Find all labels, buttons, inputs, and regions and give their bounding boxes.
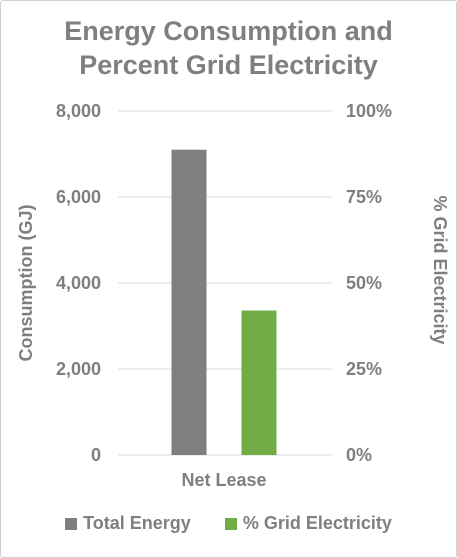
right-axis-ticks: 0% 25% 50% 75% 100% [346, 101, 392, 465]
y-axis-right-tick-label: 100% [346, 101, 392, 121]
bar-total-energy [171, 149, 207, 455]
chart-title-line-2: Percent Grid Electricity [79, 50, 378, 80]
y-axis-left-tick-label: 0 [91, 445, 101, 465]
y-axis-left-title: Consumption (GJ) [16, 205, 36, 362]
legend-label-total-energy: Total Energy [83, 513, 191, 533]
y-axis-right-tick-label: 75% [346, 187, 382, 207]
legend: Total Energy % Grid Electricity [0, 513, 457, 534]
legend-item-grid-electricity: % Grid Electricity [224, 513, 392, 534]
y-axis-right-tick-label: 50% [346, 273, 382, 293]
legend-swatch-total-energy [65, 517, 78, 530]
y-axis-right-tick-label: 0% [346, 445, 372, 465]
bar-grid-electricity [241, 310, 277, 455]
y-axis-left-tick-label: 2,000 [56, 359, 101, 379]
chart-title: Energy Consumption and Percent Grid Elec… [0, 14, 457, 82]
y-axis-left-tick-label: 8,000 [56, 101, 101, 121]
y-axis-right-tick-label: 25% [346, 359, 382, 379]
y-axis-right-title: % Grid Electricity [430, 195, 450, 344]
x-axis-category-label: Net Lease [181, 470, 266, 490]
chart-title-line-1: Energy Consumption and [64, 16, 393, 46]
left-axis-ticks: 0 2,000 4,000 6,000 8,000 [56, 101, 101, 465]
legend-label-grid-electricity: % Grid Electricity [242, 513, 392, 533]
gridlines [118, 110, 332, 456]
y-axis-left-tick-label: 6,000 [56, 187, 101, 207]
legend-item-total-energy: Total Energy [65, 513, 191, 534]
bars [171, 149, 277, 455]
legend-swatch-grid-electricity [224, 517, 237, 530]
y-axis-left-tick-label: 4,000 [56, 273, 101, 293]
